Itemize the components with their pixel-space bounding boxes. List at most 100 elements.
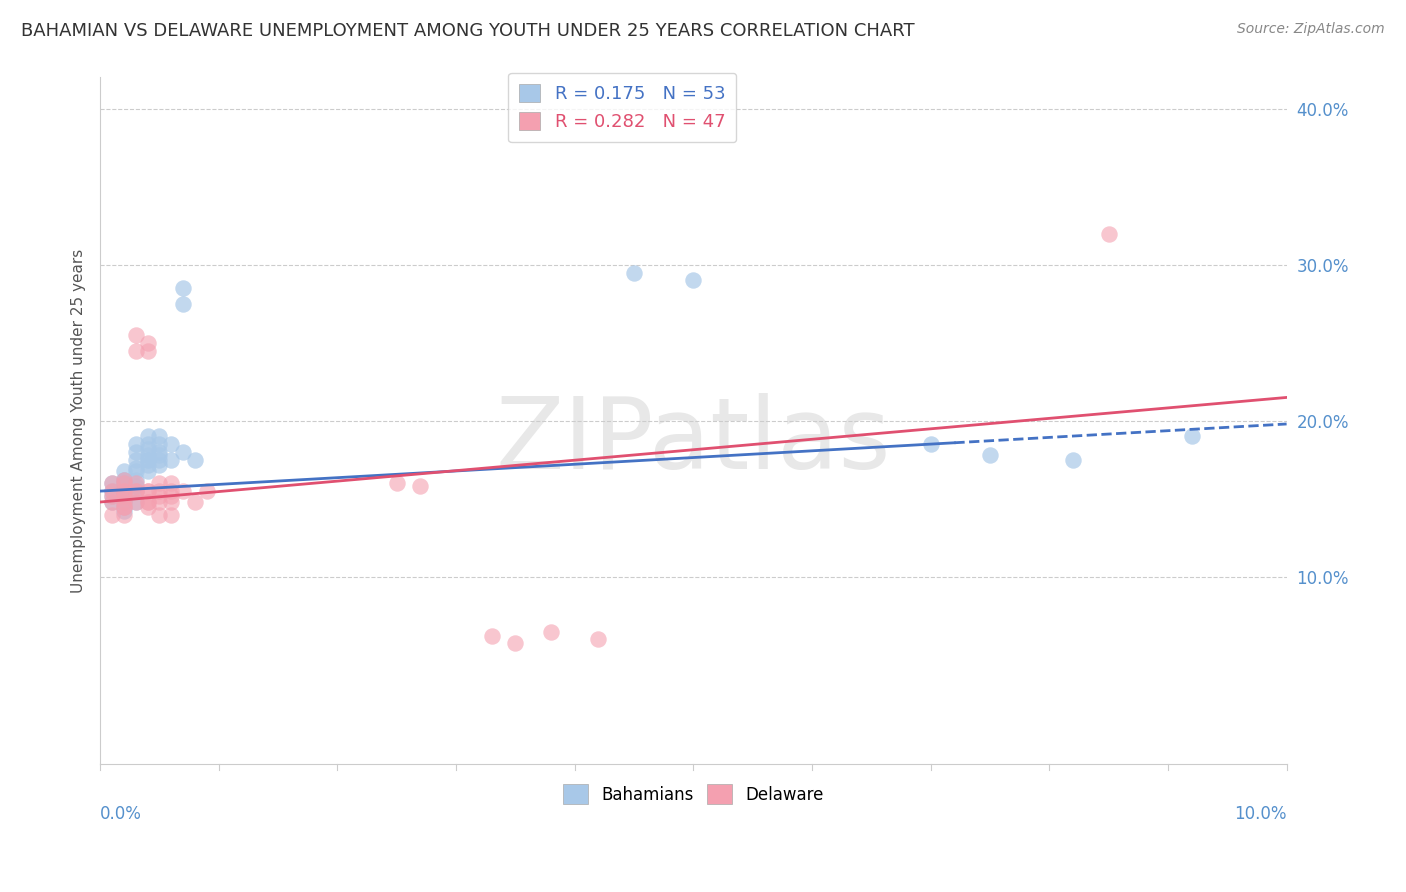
Point [172,297,194,311]
Point [136,335,159,350]
Legend: Bahamians, Delaware: Bahamians, Delaware [557,777,831,811]
Point [136,500,159,514]
Point [920,437,942,451]
Point [148,448,170,462]
Point [148,453,170,467]
Point [125,437,148,451]
Point [588,632,610,647]
Y-axis label: Unemployment Among Youth under 25 years: Unemployment Among Youth under 25 years [72,249,86,593]
Point [136,453,159,467]
Point [101,495,124,509]
Text: 10.0%: 10.0% [1234,805,1286,823]
Point [136,429,159,443]
Text: ZIPatlas: ZIPatlas [495,393,891,490]
Point [148,445,170,459]
Point [979,448,1001,462]
Point [112,495,135,509]
Point [160,484,183,499]
Point [125,484,148,499]
Point [112,464,135,478]
Point [112,484,135,499]
Point [1097,227,1119,241]
Point [125,495,148,509]
Point [101,489,124,503]
Point [112,476,135,491]
Point [148,495,170,509]
Point [112,489,135,503]
Point [136,484,159,499]
Point [112,489,135,503]
Point [136,484,159,499]
Point [125,495,148,509]
Point [148,476,170,491]
Point [136,464,159,478]
Point [112,479,135,493]
Point [112,484,135,499]
Point [112,473,135,487]
Point [160,508,183,522]
Point [184,453,207,467]
Point [101,476,124,491]
Point [112,508,135,522]
Point [112,484,135,499]
Point [160,495,183,509]
Point [160,437,183,451]
Point [112,473,135,487]
Point [101,476,124,491]
Point [125,328,148,343]
Point [136,495,159,509]
Point [125,473,148,487]
Point [385,476,408,491]
Point [112,504,135,518]
Point [148,508,170,522]
Point [125,479,148,493]
Point [112,500,135,514]
Text: Source: ZipAtlas.com: Source: ZipAtlas.com [1237,22,1385,37]
Point [195,484,218,499]
Point [148,484,170,499]
Point [125,453,148,467]
Point [160,453,183,467]
Point [172,281,194,295]
Point [136,458,159,472]
Point [112,473,135,487]
Point [112,476,135,491]
Point [682,273,704,287]
Point [101,484,124,499]
Point [148,489,170,503]
Point [112,495,135,509]
Point [136,442,159,456]
Text: 0.0%: 0.0% [100,805,142,823]
Point [101,484,124,499]
Text: BAHAMIAN VS DELAWARE UNEMPLOYMENT AMONG YOUTH UNDER 25 YEARS CORRELATION CHART: BAHAMIAN VS DELAWARE UNEMPLOYMENT AMONG … [21,22,915,40]
Point [136,343,159,358]
Point [160,476,183,491]
Point [125,484,148,499]
Point [101,508,124,522]
Point [136,448,159,462]
Point [623,266,645,280]
Point [112,500,135,514]
Point [101,495,124,509]
Point [505,635,527,649]
Point [148,458,170,472]
Point [160,489,183,503]
Point [172,484,194,499]
Point [101,489,124,503]
Point [112,484,135,499]
Point [481,629,503,643]
Point [125,460,148,475]
Point [125,445,148,459]
Point [172,445,194,459]
Point [125,464,148,478]
Point [112,484,135,499]
Point [148,429,170,443]
Point [1062,453,1084,467]
Point [136,453,159,467]
Point [136,437,159,451]
Point [112,500,135,514]
Point [112,495,135,509]
Point [125,343,148,358]
Point [540,624,562,639]
Point [148,437,170,451]
